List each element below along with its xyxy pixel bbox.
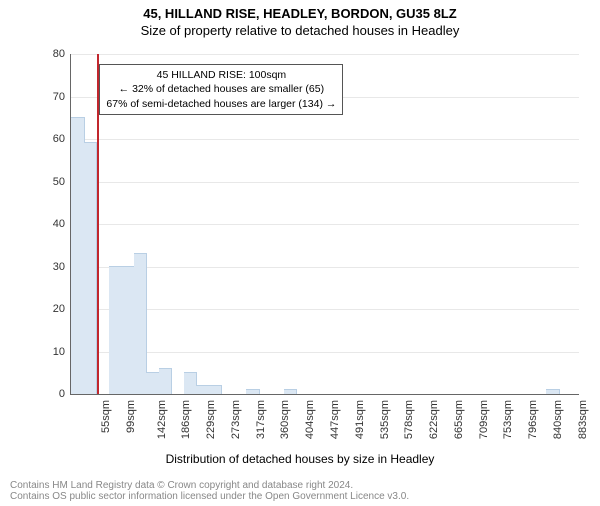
annotation-line: 45 HILLAND RISE: 100sqm bbox=[106, 68, 336, 82]
histogram-bar bbox=[284, 389, 298, 394]
x-tick-label: 665sqm bbox=[453, 400, 465, 439]
x-tick-label: 404sqm bbox=[304, 400, 316, 439]
x-tick-label: 535sqm bbox=[379, 400, 391, 439]
annotation-box: 45 HILLAND RISE: 100sqm← 32% of detached… bbox=[99, 64, 343, 115]
y-tick-label: 0 bbox=[59, 388, 65, 400]
x-tick-label: 229sqm bbox=[205, 400, 217, 439]
gridline bbox=[71, 309, 579, 310]
x-tick-label: 317sqm bbox=[255, 400, 267, 439]
y-tick-label: 20 bbox=[53, 303, 65, 315]
footer-attribution: Contains HM Land Registry data © Crown c… bbox=[10, 480, 409, 502]
annotation-line: 67% of semi-detached houses are larger (… bbox=[106, 97, 336, 111]
x-tick-label: 55sqm bbox=[100, 400, 112, 433]
reference-line bbox=[97, 54, 99, 394]
x-tick-label: 578sqm bbox=[403, 400, 415, 439]
x-tick-label: 447sqm bbox=[329, 400, 341, 439]
y-tick-label: 50 bbox=[53, 176, 65, 188]
y-tick-label: 40 bbox=[53, 218, 65, 230]
x-tick-label: 883sqm bbox=[577, 400, 589, 439]
histogram-bar bbox=[71, 117, 85, 394]
histogram-bar bbox=[184, 372, 198, 394]
histogram-bar bbox=[246, 389, 260, 394]
y-tick-label: 10 bbox=[53, 346, 65, 358]
y-tick-label: 60 bbox=[53, 133, 65, 145]
x-axis-label: Distribution of detached houses by size … bbox=[0, 452, 600, 466]
x-tick-label: 360sqm bbox=[280, 400, 292, 439]
y-tick-label: 70 bbox=[53, 91, 65, 103]
histogram-bar bbox=[109, 266, 123, 395]
x-tick-label: 622sqm bbox=[428, 400, 440, 439]
x-tick-label: 840sqm bbox=[552, 400, 564, 439]
chart-container: Number of detached properties 0102030405… bbox=[48, 54, 578, 424]
chart-title-subtitle: Size of property relative to detached ho… bbox=[0, 23, 600, 38]
x-tick-label: 753sqm bbox=[503, 400, 515, 439]
y-tick-label: 30 bbox=[53, 261, 65, 273]
histogram-bar bbox=[546, 389, 560, 394]
footer-line-1: Contains HM Land Registry data © Crown c… bbox=[10, 480, 409, 491]
gridline bbox=[71, 182, 579, 183]
plot-area: 0102030405060708055sqm99sqm142sqm186sqm2… bbox=[70, 54, 579, 395]
x-tick-label: 709sqm bbox=[478, 400, 490, 439]
gridline bbox=[71, 352, 579, 353]
histogram-bar bbox=[84, 142, 98, 394]
x-tick-label: 273sqm bbox=[230, 400, 242, 439]
footer-line-2: Contains OS public sector information li… bbox=[10, 491, 409, 502]
histogram-bar bbox=[146, 372, 160, 394]
x-tick-label: 142sqm bbox=[156, 400, 168, 439]
x-tick-label: 99sqm bbox=[125, 400, 137, 433]
histogram-bar bbox=[209, 385, 223, 395]
histogram-bar bbox=[121, 266, 135, 395]
y-tick-label: 80 bbox=[53, 48, 65, 60]
chart-title-address: 45, HILLAND RISE, HEADLEY, BORDON, GU35 … bbox=[0, 6, 600, 21]
x-tick-label: 186sqm bbox=[180, 400, 192, 439]
x-tick-label: 796sqm bbox=[527, 400, 539, 439]
gridline bbox=[71, 267, 579, 268]
gridline bbox=[71, 54, 579, 55]
gridline bbox=[71, 224, 579, 225]
histogram-bar bbox=[134, 253, 148, 394]
histogram-bar bbox=[159, 368, 173, 395]
annotation-line: ← 32% of detached houses are smaller (65… bbox=[106, 82, 336, 96]
histogram-bar bbox=[196, 385, 210, 395]
x-tick-label: 491sqm bbox=[354, 400, 366, 439]
gridline bbox=[71, 139, 579, 140]
